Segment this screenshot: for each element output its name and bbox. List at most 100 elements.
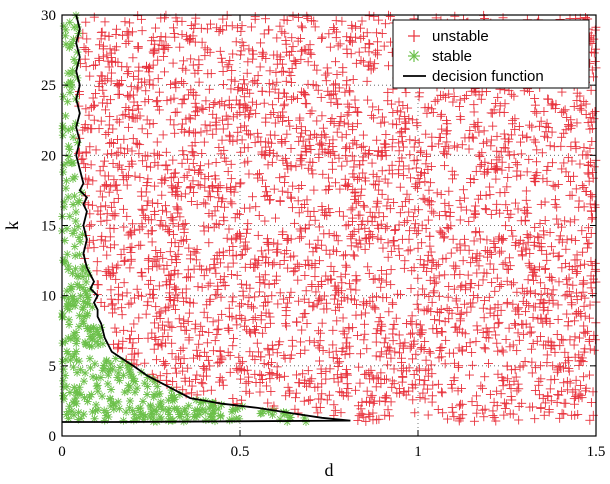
unstable-point [492, 386, 502, 396]
unstable-point [568, 280, 578, 290]
unstable-point [241, 378, 251, 388]
unstable-point [206, 385, 216, 395]
unstable-point [275, 111, 285, 121]
stable-point [61, 111, 70, 120]
unstable-point [317, 32, 327, 42]
unstable-point [144, 95, 154, 105]
stable-point [69, 295, 78, 304]
unstable-point [368, 274, 378, 284]
unstable-point [326, 90, 336, 100]
unstable-point [199, 271, 209, 281]
unstable-point [383, 194, 393, 204]
unstable-point [409, 212, 419, 222]
unstable-point [440, 149, 450, 159]
stable-point [126, 397, 135, 406]
unstable-point [516, 137, 526, 147]
y-tick-label: 15 [41, 219, 56, 235]
unstable-point [338, 313, 348, 323]
unstable-point [371, 382, 381, 392]
stable-point [65, 212, 74, 221]
stable-point [59, 161, 68, 170]
unstable-point [250, 355, 260, 365]
unstable-point [175, 42, 185, 52]
stable-point [62, 347, 71, 356]
unstable-point [208, 317, 218, 327]
unstable-point [479, 126, 489, 136]
unstable-point [503, 172, 513, 182]
stable-point [180, 404, 189, 413]
unstable-point [292, 370, 302, 380]
stable-point [71, 208, 80, 217]
stable-point [100, 406, 109, 415]
unstable-point [251, 99, 261, 109]
stable-point [75, 250, 84, 259]
unstable-point [126, 82, 136, 92]
unstable-point [567, 234, 577, 244]
unstable-point [356, 190, 366, 200]
unstable-point [547, 341, 557, 351]
unstable-point [567, 410, 577, 420]
unstable-point [365, 239, 375, 249]
legend: unstable stable decision function [392, 19, 590, 89]
stable-point [74, 222, 83, 231]
stable-point [107, 385, 116, 394]
unstable-point [557, 87, 567, 97]
unstable-point [364, 38, 374, 48]
unstable-point [449, 170, 459, 180]
unstable-point [545, 141, 555, 151]
stable-point [119, 416, 128, 425]
stable-point [68, 229, 77, 238]
stable-point [59, 168, 68, 177]
unstable-point [386, 246, 396, 256]
unstable-point [500, 99, 510, 109]
legend-marker-stable [408, 50, 420, 62]
unstable-point [101, 105, 111, 115]
unstable-point [251, 202, 261, 212]
unstable-point [84, 221, 94, 231]
unstable-point [375, 313, 385, 323]
unstable-point [228, 333, 238, 343]
stable-point [147, 409, 156, 418]
unstable-point [341, 365, 351, 375]
unstable-point [405, 245, 415, 255]
unstable-point [505, 261, 515, 271]
stable-point [167, 391, 176, 400]
unstable-point [253, 256, 263, 266]
unstable-point [158, 253, 168, 263]
unstable-point [96, 298, 106, 308]
unstable-point [225, 182, 235, 192]
unstable-point [385, 411, 395, 421]
legend-label-decision-function: decision function [432, 68, 544, 85]
unstable-point [516, 149, 526, 159]
unstable-point [107, 148, 117, 158]
unstable-point [226, 174, 236, 184]
unstable-point [415, 375, 425, 385]
unstable-point [137, 204, 147, 214]
unstable-point [365, 39, 375, 49]
unstable-point [199, 307, 209, 317]
unstable-point [158, 356, 168, 366]
unstable-point [480, 344, 490, 354]
unstable-point [84, 110, 94, 120]
unstable-point [377, 166, 387, 176]
stable-point [59, 395, 68, 404]
stable-point [146, 402, 155, 411]
stable-point [68, 174, 77, 183]
unstable-point [357, 184, 367, 194]
stable-point [103, 379, 112, 388]
stable-point [75, 357, 84, 366]
unstable-point [191, 107, 201, 117]
unstable-point [216, 53, 226, 63]
stable-point [133, 384, 142, 393]
unstable-point [429, 273, 439, 283]
unstable-point [394, 146, 404, 156]
unstable-point [90, 88, 100, 98]
unstable-point [124, 28, 134, 38]
unstable-point [531, 157, 541, 167]
unstable-point [341, 260, 351, 270]
unstable-point [530, 414, 540, 424]
unstable-point [496, 389, 506, 399]
unstable-point [493, 346, 503, 356]
unstable-point [101, 130, 111, 140]
unstable-point [584, 223, 594, 233]
